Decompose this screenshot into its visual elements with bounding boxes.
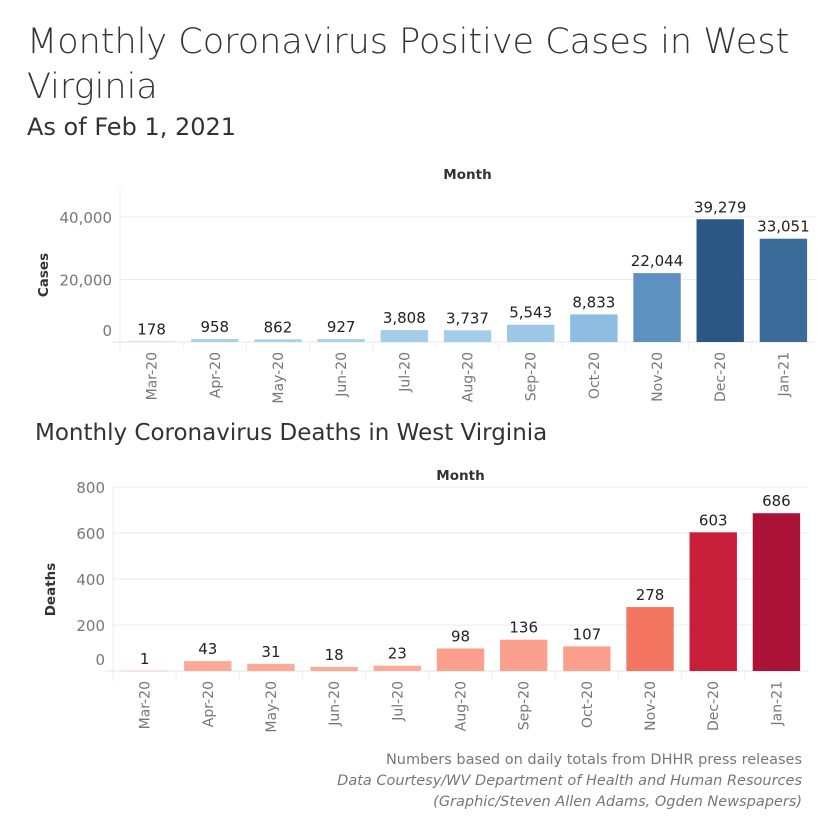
x-tick-label: Jul-20 <box>397 352 413 393</box>
x-tick-label: Sep-20 <box>517 681 533 730</box>
data-label: 33,051 <box>757 218 810 236</box>
data-label: 927 <box>327 318 356 336</box>
bar-sep-20 <box>499 639 548 671</box>
x-tick-label: Jan-21 <box>776 352 792 397</box>
x-tick-label: Oct-20 <box>580 681 596 728</box>
data-label: 43 <box>198 640 217 658</box>
bar-jan-21 <box>752 513 801 671</box>
bar-may-20 <box>254 339 302 342</box>
x-tick-label: Apr-20 <box>208 352 224 398</box>
chart-subtitle: As of Feb 1, 2021 <box>27 113 237 141</box>
bar-apr-20 <box>191 339 239 342</box>
data-label: 31 <box>261 643 280 661</box>
x-tick-label: Aug-20 <box>454 681 470 731</box>
footer-graphic-credit: (Graphic/Steven Allen Adams, Ogden Newsp… <box>433 794 802 810</box>
x-tick-label: Nov-20 <box>650 352 666 402</box>
x-tick-label: Jun-20 <box>334 352 350 398</box>
x-tick-label: Nov-20 <box>643 681 659 731</box>
data-label: 22,044 <box>631 252 684 270</box>
data-label: 8,833 <box>572 293 615 311</box>
data-label: 603 <box>699 511 728 529</box>
bar-apr-20 <box>184 661 232 671</box>
data-label: 98 <box>451 627 470 645</box>
bar-jul-20 <box>373 665 422 671</box>
data-label: 686 <box>762 492 791 510</box>
y-tick-label: 200 <box>76 617 105 635</box>
bar-dec-20 <box>689 532 737 671</box>
x-tick-label: Jan-21 <box>769 681 785 726</box>
footer-note: Numbers based on daily totals from DHHR … <box>385 752 802 768</box>
x-tick-label: Apr-20 <box>201 681 217 727</box>
data-label: 5,543 <box>509 304 552 322</box>
bar-jan-21 <box>759 238 808 342</box>
x-tick-label: Mar-20 <box>145 352 161 400</box>
data-label: 278 <box>636 586 665 604</box>
x-tick-label: Dec-20 <box>713 352 729 402</box>
data-label: 3,808 <box>383 309 426 327</box>
data-label: 23 <box>388 645 407 663</box>
bar-oct-20 <box>563 646 611 671</box>
data-label: 862 <box>264 318 293 336</box>
data-label: 136 <box>509 619 538 637</box>
x-tick-label: Sep-20 <box>524 352 540 401</box>
x-tick-label: May-20 <box>271 352 287 404</box>
y-axis-label: Cases <box>36 253 52 297</box>
footer: Numbers based on daily totals from DHHR … <box>337 750 802 813</box>
bar-mar-20 <box>120 670 169 672</box>
y-tick-label: 40,000 <box>60 209 113 227</box>
x-axis-header: Month <box>436 468 484 484</box>
deaths-chart-title: Monthly Coronavirus Deaths in West Virgi… <box>35 420 548 446</box>
bar-may-20 <box>247 663 295 671</box>
bar-jun-20 <box>310 666 358 671</box>
x-tick-label: Dec-20 <box>706 681 722 731</box>
y-axis-label: Deaths <box>43 563 59 617</box>
footer-credit: Data Courtesy/WV Department of Health an… <box>337 773 802 789</box>
bar-mar-20 <box>127 341 176 342</box>
x-tick-label: Aug-20 <box>461 352 477 402</box>
y-tick-label: 0 <box>102 322 112 340</box>
bar-oct-20 <box>570 314 618 342</box>
data-label: 3,737 <box>446 309 489 327</box>
data-label: 958 <box>200 318 229 336</box>
bar-dec-20 <box>696 219 744 342</box>
chart-title: Monthly Coronavirus Positive Cases in We… <box>27 22 790 107</box>
x-tick-label: Oct-20 <box>587 352 603 399</box>
data-label: 18 <box>325 646 344 664</box>
bar-nov-20 <box>633 273 681 342</box>
y-tick-label: 600 <box>76 525 105 543</box>
y-tick-label: 800 <box>76 479 105 497</box>
bar-jul-20 <box>380 330 429 342</box>
bar-jun-20 <box>317 339 365 342</box>
data-label: 107 <box>573 625 602 643</box>
y-tick-label: 20,000 <box>60 272 113 290</box>
x-tick-label: Jul-20 <box>390 681 406 722</box>
data-label: 39,279 <box>694 198 747 216</box>
data-label: 178 <box>137 320 166 338</box>
bar-nov-20 <box>626 607 674 671</box>
bar-aug-20 <box>443 330 492 342</box>
bar-sep-20 <box>506 324 555 342</box>
bar-aug-20 <box>436 648 485 671</box>
x-tick-label: May-20 <box>264 681 280 733</box>
y-tick-label: 0 <box>95 651 105 669</box>
data-label: 1 <box>140 650 150 668</box>
y-tick-label: 400 <box>76 571 105 589</box>
x-axis-header: Month <box>443 167 491 183</box>
x-tick-label: Jun-20 <box>327 681 343 727</box>
x-tick-label: Mar-20 <box>138 681 154 729</box>
